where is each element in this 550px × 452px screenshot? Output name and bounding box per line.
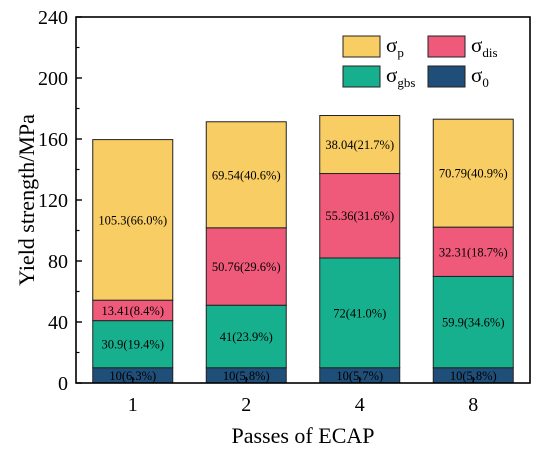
bar-segment [319,257,401,369]
axis-ticks: 0 40 80 120 160 200 240 1 2 4 8 [38,7,478,416]
y-axis-label: Yield strength/MPa [14,114,39,286]
y-tick-label: 120 [38,190,68,212]
legend-entry-subscript: gbs [397,75,415,90]
bar-value-label: 105.3(66.0%) [98,213,167,227]
bar-value-label: 10(6.3%) [109,369,156,383]
bar-segment [205,304,287,369]
legend-entry-label: σgbs [386,63,415,90]
y-tick-label: 80 [48,251,68,273]
bar-value-label: 59.9(34.6%) [442,316,505,330]
bar-value-label: 41(23.9%) [220,330,273,344]
x-tick-label: 8 [468,394,478,416]
bar-value-label: 50.76(29.6%) [212,260,281,274]
bar-segment [205,227,287,306]
legend-entry-subscript: 0 [482,75,489,90]
y-tick-label: 160 [38,129,68,151]
legend-entry-label: σdis [471,33,498,60]
y-tick-label: 40 [48,312,68,334]
legend: σp σdis σgbs σ0 [342,33,498,90]
bar-value-label: 10(5.8%) [223,369,270,383]
data-labels-layer: 10(6.3%) 30.9(19.4%) 13.41(8.4%) 105.3(66.0… [98,138,507,383]
bar-segment [205,121,287,229]
x-tick-label: 2 [241,394,251,416]
bar-segment [319,115,401,175]
legend-swatch [427,65,466,88]
bar-value-label: 38.04(21.7%) [325,138,394,152]
bar-segment [319,173,401,259]
y-tick-label: 200 [38,68,68,90]
bars-layer [92,115,514,384]
x-axis-label: Passes of ECAP [231,423,374,448]
bar-value-label: 55.36(31.6%) [325,209,394,223]
y-tick-label: 240 [38,7,68,29]
legend-swatch [342,35,381,58]
x-tick-label: 4 [355,394,365,416]
bar-value-label: 32.31(18.7%) [439,245,508,259]
bar-segment [432,226,514,277]
legend-entry-label: σp [386,33,404,60]
legend-entry-label: σ0 [471,63,489,90]
bar-value-label: 69.54(40.6%) [212,168,281,182]
bar-value-label: 70.79(40.9%) [439,167,508,181]
legend-swatch [342,65,381,88]
bar-value-label: 30.9(19.4%) [102,338,165,352]
bar-segment [432,118,514,228]
bar-value-label: 10(5.8%) [450,369,497,383]
bar-segment [92,139,174,301]
x-tick-label: 1 [128,394,138,416]
bar-value-label: 72(41.0%) [333,306,386,320]
legend-swatch [427,35,466,58]
legend-entry-subscript: p [397,45,404,60]
legend-entry-subscript: dis [482,45,497,60]
bar-value-label: 13.41(8.4%) [102,304,165,318]
bar-segment [92,320,174,369]
y-tick-label: 0 [58,373,68,395]
bar-value-label: 10(5.7%) [336,369,383,383]
bar-segment [432,275,514,369]
